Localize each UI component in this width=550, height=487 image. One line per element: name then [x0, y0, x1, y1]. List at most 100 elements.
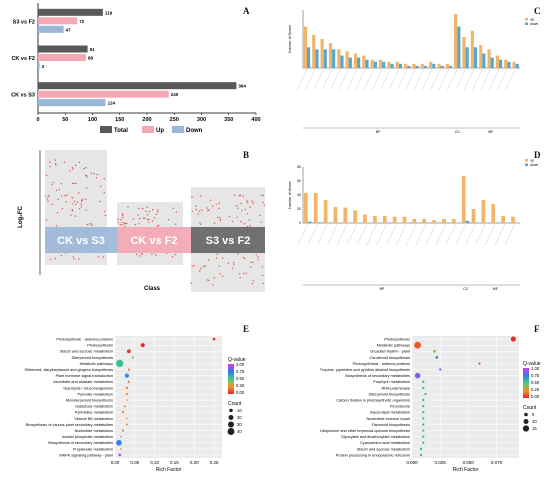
term-label-line [422, 68, 433, 91]
data-point [74, 215, 77, 217]
x-tick-label: 0.050 [463, 460, 475, 465]
data-point [199, 270, 201, 272]
data-point [257, 256, 259, 258]
term-label-line [327, 223, 338, 246]
bar-down [498, 59, 503, 68]
data-point [241, 210, 243, 212]
data-point [200, 195, 202, 197]
data-point [96, 173, 99, 176]
legend-swatch [172, 126, 184, 133]
count-tick-label: 10 [532, 419, 537, 424]
legend-title-q: Q-value [228, 357, 246, 363]
term-label-line [505, 68, 516, 91]
group-band [117, 227, 191, 253]
data-point [72, 203, 74, 205]
q-tick-label: 0.00 [236, 390, 245, 395]
bar-up [420, 63, 424, 68]
data-point [71, 208, 73, 211]
data-point [120, 435, 122, 438]
data-label: 47 [66, 27, 72, 32]
term-label-line [372, 68, 383, 91]
term-label-line [494, 223, 506, 246]
term-label: Biosynthesis of various plant secondary … [26, 423, 113, 427]
data-point [85, 167, 87, 169]
data-point [78, 161, 81, 164]
term-label: Tropane, piperidine and pyridine alkaloi… [320, 368, 410, 372]
data-point [195, 205, 197, 207]
data-point [234, 194, 236, 196]
data-point [422, 441, 425, 444]
data-point [213, 277, 215, 279]
data-point [238, 195, 241, 197]
q-tick-label: 0.50 [236, 376, 245, 381]
data-point [103, 178, 106, 180]
bar-down [317, 222, 322, 223]
legend-label-up: up [530, 18, 534, 22]
data-point [247, 201, 249, 204]
data-point [99, 200, 101, 203]
count-tick-label: 40 [237, 429, 242, 434]
data-point [190, 282, 192, 284]
data-point [86, 187, 88, 189]
bar-up [501, 216, 506, 223]
data-point [90, 223, 93, 225]
count-legend-point [229, 408, 233, 413]
data-point [86, 176, 88, 178]
term-label: Diterpenoid biosynthesis [369, 392, 410, 396]
data-point [191, 196, 193, 198]
data-point [252, 202, 254, 205]
data-point [422, 380, 425, 383]
bar-up [422, 218, 427, 223]
term-label: Photosynthesis - antenna proteins [353, 362, 411, 366]
term-label-line [397, 68, 408, 91]
bar-down [448, 65, 453, 68]
data-point [120, 219, 122, 221]
data-point [215, 257, 218, 259]
bar-up [462, 36, 466, 68]
data-point [419, 447, 423, 450]
data-point [141, 253, 143, 255]
bar-up [432, 220, 436, 223]
legend-label-down: down [530, 163, 538, 167]
data-point [199, 210, 201, 212]
data-point [56, 212, 59, 214]
term-label: Glyoxylate and dicarboxylate metabolism [341, 435, 410, 439]
x-tick-label: 400 [251, 117, 260, 123]
bar-up [442, 218, 446, 223]
data-point [151, 220, 154, 222]
term-label-line [405, 68, 416, 91]
bar-up [481, 199, 486, 223]
data-point [49, 166, 51, 168]
term-label: Glycolysis / Gluconeogenesis [63, 386, 113, 390]
data-point [261, 274, 264, 277]
data-point [240, 220, 242, 223]
data-point [122, 223, 124, 226]
data-point [439, 368, 442, 371]
bar [38, 17, 78, 25]
data-point [243, 272, 245, 275]
bar-up [387, 61, 391, 68]
bar-up [412, 63, 416, 68]
data-point [126, 349, 131, 354]
data-point [47, 196, 49, 198]
data-point [121, 213, 124, 215]
term-label: Starch and sucrose metabolism [357, 447, 410, 451]
data-point [263, 204, 266, 206]
group-label: CC [455, 130, 461, 134]
q-tick-label: 0.25 [236, 383, 245, 388]
data-point [157, 211, 159, 213]
data-point [193, 265, 195, 267]
data-label: 119 [105, 10, 113, 15]
data-point [55, 189, 58, 192]
data-point [148, 221, 150, 224]
data-point [83, 167, 85, 170]
term-label-line [406, 223, 417, 246]
data-point [55, 164, 57, 166]
term-label-line [388, 68, 399, 91]
chart-f: 0.000 0.025 0.050 0.075 Photosynthesis Metabo… [320, 336, 541, 473]
data-point [60, 195, 63, 197]
data-point [122, 221, 124, 223]
term-label: Propanoate metabolism [73, 447, 113, 451]
x-tick-label: 300 [197, 117, 206, 123]
data-point [219, 219, 222, 222]
